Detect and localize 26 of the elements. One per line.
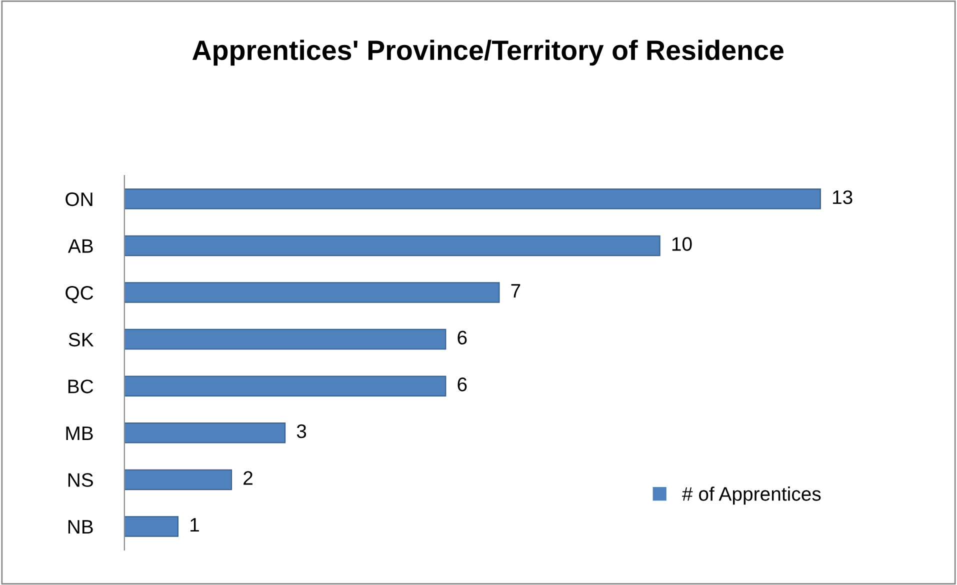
bar xyxy=(124,422,286,444)
data-label: 7 xyxy=(511,284,520,298)
y-tick-label: NB xyxy=(68,520,93,534)
y-tick-label: AB xyxy=(68,239,93,253)
data-label: 6 xyxy=(458,378,467,392)
bar xyxy=(124,235,660,256)
bar xyxy=(124,328,446,350)
data-label: 2 xyxy=(244,471,252,485)
bar xyxy=(124,376,446,396)
bar xyxy=(124,516,179,537)
data-label: 10 xyxy=(672,237,692,251)
y-tick-label: BC xyxy=(68,380,94,394)
y-tick-label: NS xyxy=(68,473,93,487)
bar xyxy=(124,282,500,303)
bar xyxy=(124,188,821,210)
data-label: 6 xyxy=(458,330,467,345)
data-label: 3 xyxy=(296,424,306,438)
data-label: 13 xyxy=(833,190,852,204)
chart-title: Apprentices' Province/Territory of Residence xyxy=(192,40,784,66)
y-tick-label: SK xyxy=(68,332,94,347)
data-label: 1 xyxy=(190,518,199,532)
legend-label: # of Apprentices xyxy=(682,486,821,505)
y-tick-label: MB xyxy=(66,426,93,440)
bar xyxy=(124,469,232,490)
y-tick-label: QC xyxy=(66,286,94,304)
y-tick-label: ON xyxy=(66,192,92,206)
